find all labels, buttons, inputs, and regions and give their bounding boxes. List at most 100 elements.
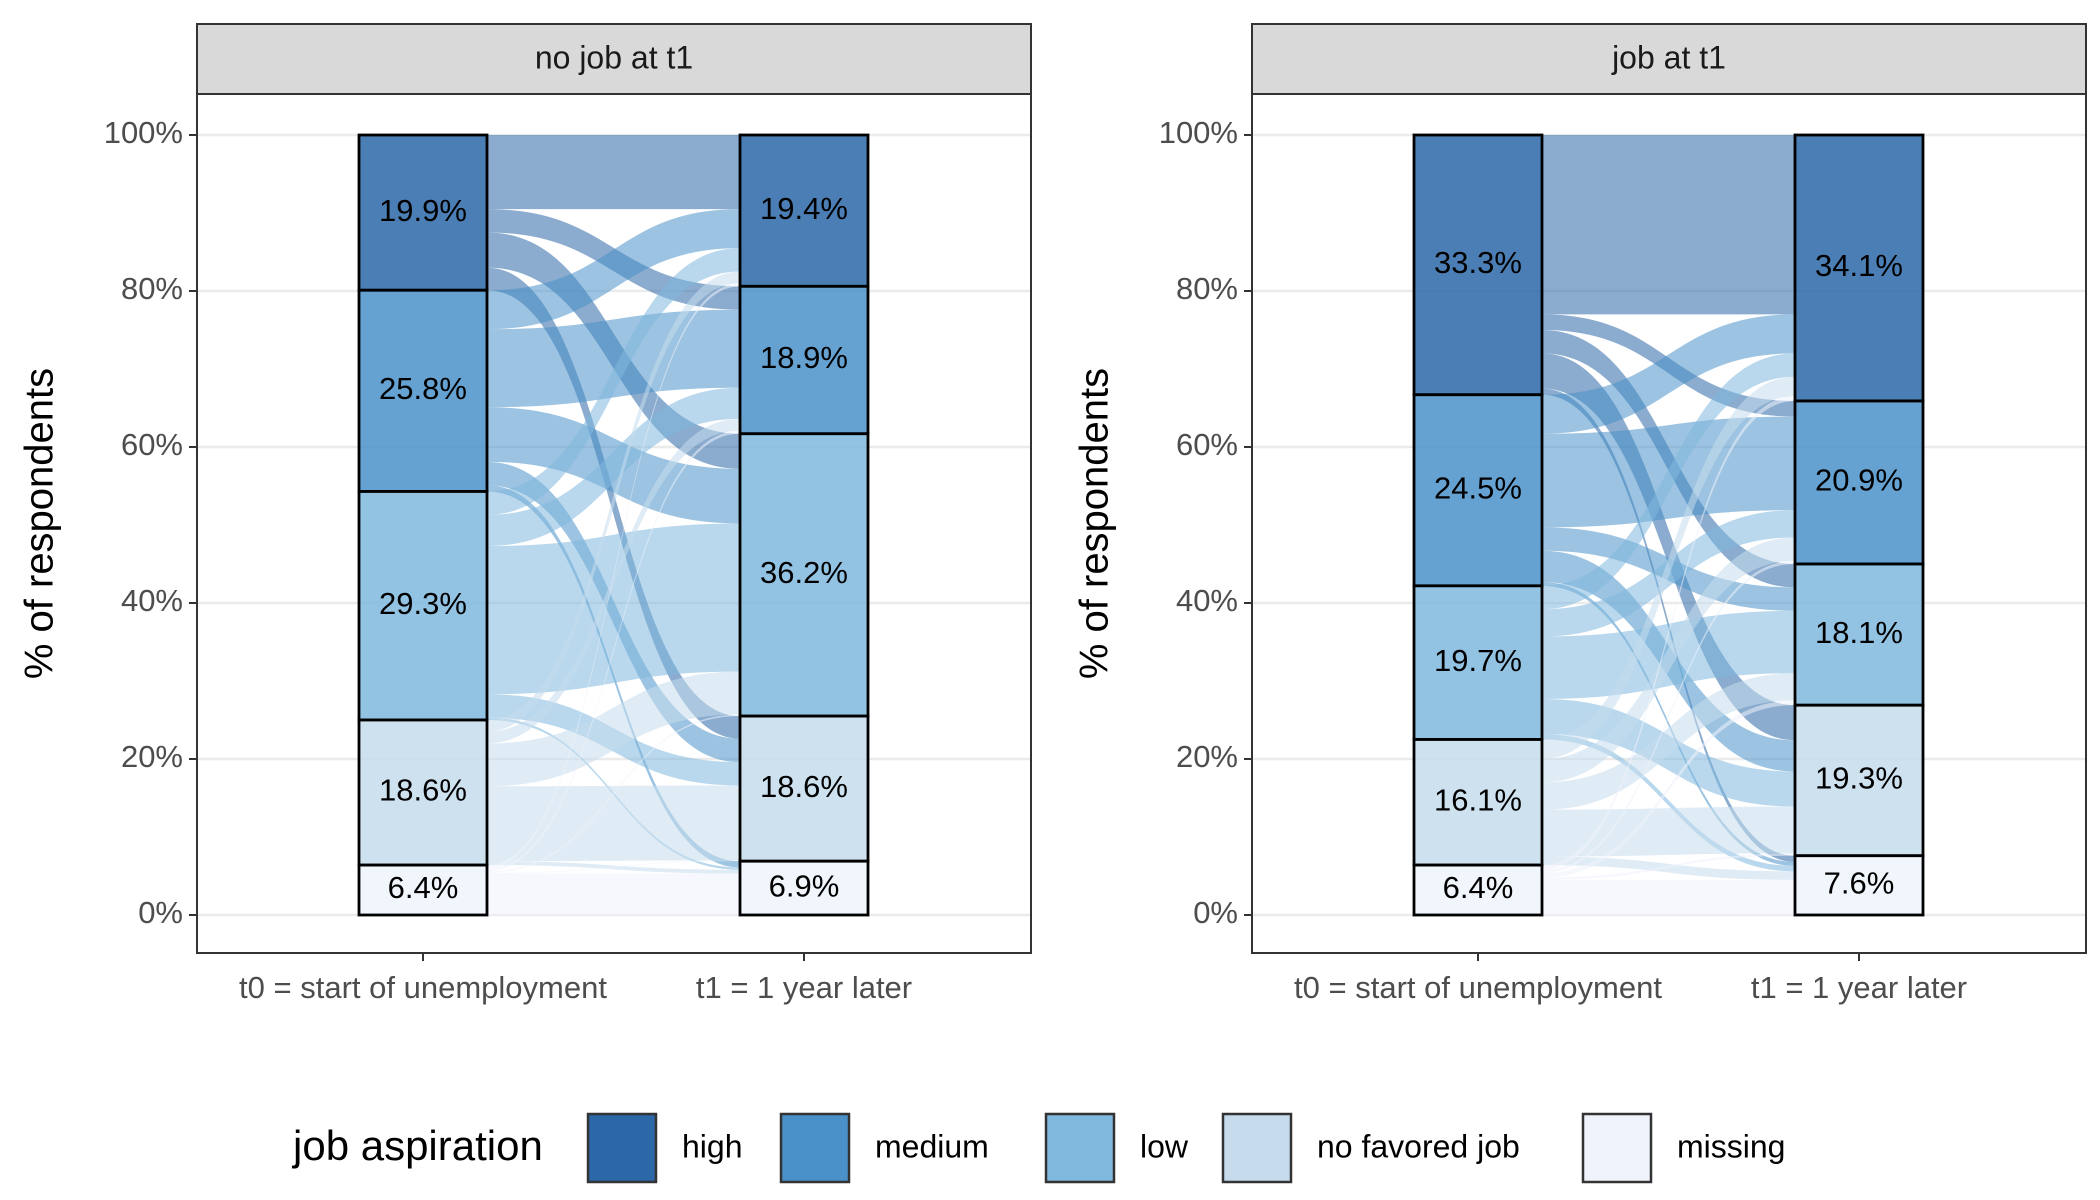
legend-label: low [1140, 1128, 1189, 1164]
panel-border [196, 93, 1032, 954]
flow [1542, 581, 1795, 866]
x-tick-label: t0 = start of unemployment [1294, 970, 1662, 1005]
stratum-label: 19.4% [760, 191, 848, 226]
stratum [738, 284, 870, 436]
panel-border [1251, 93, 2087, 954]
y-axis-title: % of respondents [1073, 368, 1117, 679]
stratum [357, 133, 489, 292]
legend-label: medium [875, 1128, 989, 1164]
stratum [1412, 393, 1544, 588]
y-tick-label: 40% [121, 583, 183, 618]
strip [196, 23, 1032, 95]
y-tick-label: 100% [104, 115, 183, 150]
flow [487, 271, 740, 732]
stratum [738, 133, 870, 288]
y-tick-label: 40% [1176, 583, 1238, 618]
stratum [1793, 703, 1925, 858]
stratum-label: 29.3% [379, 586, 467, 621]
flow [487, 523, 740, 695]
x-tick-label: t0 = start of unemployment [239, 970, 607, 1005]
legend-label: high [682, 1128, 743, 1164]
stratum [738, 432, 870, 718]
stratum [1793, 399, 1925, 566]
y-tick-label: 20% [1176, 739, 1238, 774]
stratum [1793, 133, 1925, 403]
legend-swatch [586, 1112, 658, 1184]
stratum [738, 714, 870, 863]
stratum-label: 19.9% [379, 193, 467, 228]
panel-title: job at t1 [1611, 39, 1726, 75]
y-tick-label: 20% [121, 739, 183, 774]
stratum [738, 859, 870, 917]
stratum [1412, 133, 1544, 397]
stratum-label: 25.8% [379, 371, 467, 406]
strip [1251, 23, 2087, 95]
flow [487, 248, 740, 515]
stratum-label: 18.6% [379, 773, 467, 808]
stratum [357, 288, 489, 493]
stratum-label: 6.9% [769, 868, 840, 903]
stratum-label: 6.4% [388, 870, 459, 905]
flow [487, 387, 740, 547]
stratum-label: 18.6% [760, 769, 848, 804]
stratum-label: 34.1% [1815, 248, 1903, 283]
stratum [357, 863, 489, 917]
y-tick-label: 100% [1159, 115, 1238, 150]
flow [1542, 879, 1795, 915]
flow [487, 785, 740, 862]
flow [487, 714, 740, 873]
x-tick-label: t1 = 1 year later [1751, 970, 1967, 1005]
stratum-label: 36.2% [760, 555, 848, 590]
flow [1542, 314, 1795, 434]
legend-swatch [1044, 1112, 1116, 1184]
stratum [1793, 854, 1925, 917]
legend-title: job aspiration [291, 1122, 543, 1169]
legend-swatch [1581, 1112, 1653, 1184]
stratum-label: 7.6% [1824, 866, 1895, 901]
flow [1542, 856, 1795, 880]
flow [1542, 853, 1795, 880]
flow [487, 309, 740, 408]
stratum [1412, 738, 1544, 867]
y-tick-label: 60% [121, 427, 183, 462]
flow [1542, 353, 1795, 610]
y-tick-label: 80% [121, 271, 183, 306]
legend-swatch [779, 1112, 851, 1184]
flow [487, 671, 740, 787]
flow [1542, 376, 1795, 759]
panel-title: no job at t1 [535, 39, 693, 75]
flow [1542, 537, 1795, 783]
stratum-label: 19.7% [1434, 643, 1522, 678]
stratum-label: 33.3% [1434, 245, 1522, 280]
legend-label: missing [1677, 1128, 1785, 1164]
y-tick-label: 80% [1176, 271, 1238, 306]
x-tick-label: t1 = 1 year later [696, 970, 912, 1005]
legend-swatch [1221, 1112, 1293, 1184]
stratum-label: 16.1% [1434, 782, 1522, 817]
stratum [357, 718, 489, 867]
stratum [1793, 562, 1925, 707]
legend-label: no favored job [1317, 1128, 1520, 1164]
stratum-label: 19.3% [1815, 761, 1903, 796]
flow [1542, 700, 1795, 878]
flow [487, 283, 740, 869]
y-axis-title: % of respondents [18, 368, 62, 679]
flow [1542, 560, 1795, 873]
flow [487, 430, 740, 872]
flow [487, 135, 740, 210]
flow [1542, 673, 1795, 810]
y-tick-label: 60% [1176, 427, 1238, 462]
flow [487, 860, 740, 874]
stratum-label: 18.9% [760, 340, 848, 375]
stratum-label: 24.5% [1434, 470, 1522, 505]
stratum-label: 20.9% [1815, 463, 1903, 498]
y-tick-label: 0% [138, 895, 183, 930]
flow [1542, 135, 1795, 315]
flow [487, 209, 740, 330]
stratum [1412, 863, 1544, 917]
flow [1542, 353, 1795, 741]
stratum-label: 18.1% [1815, 615, 1903, 650]
flow [487, 418, 740, 744]
flow [487, 873, 740, 915]
